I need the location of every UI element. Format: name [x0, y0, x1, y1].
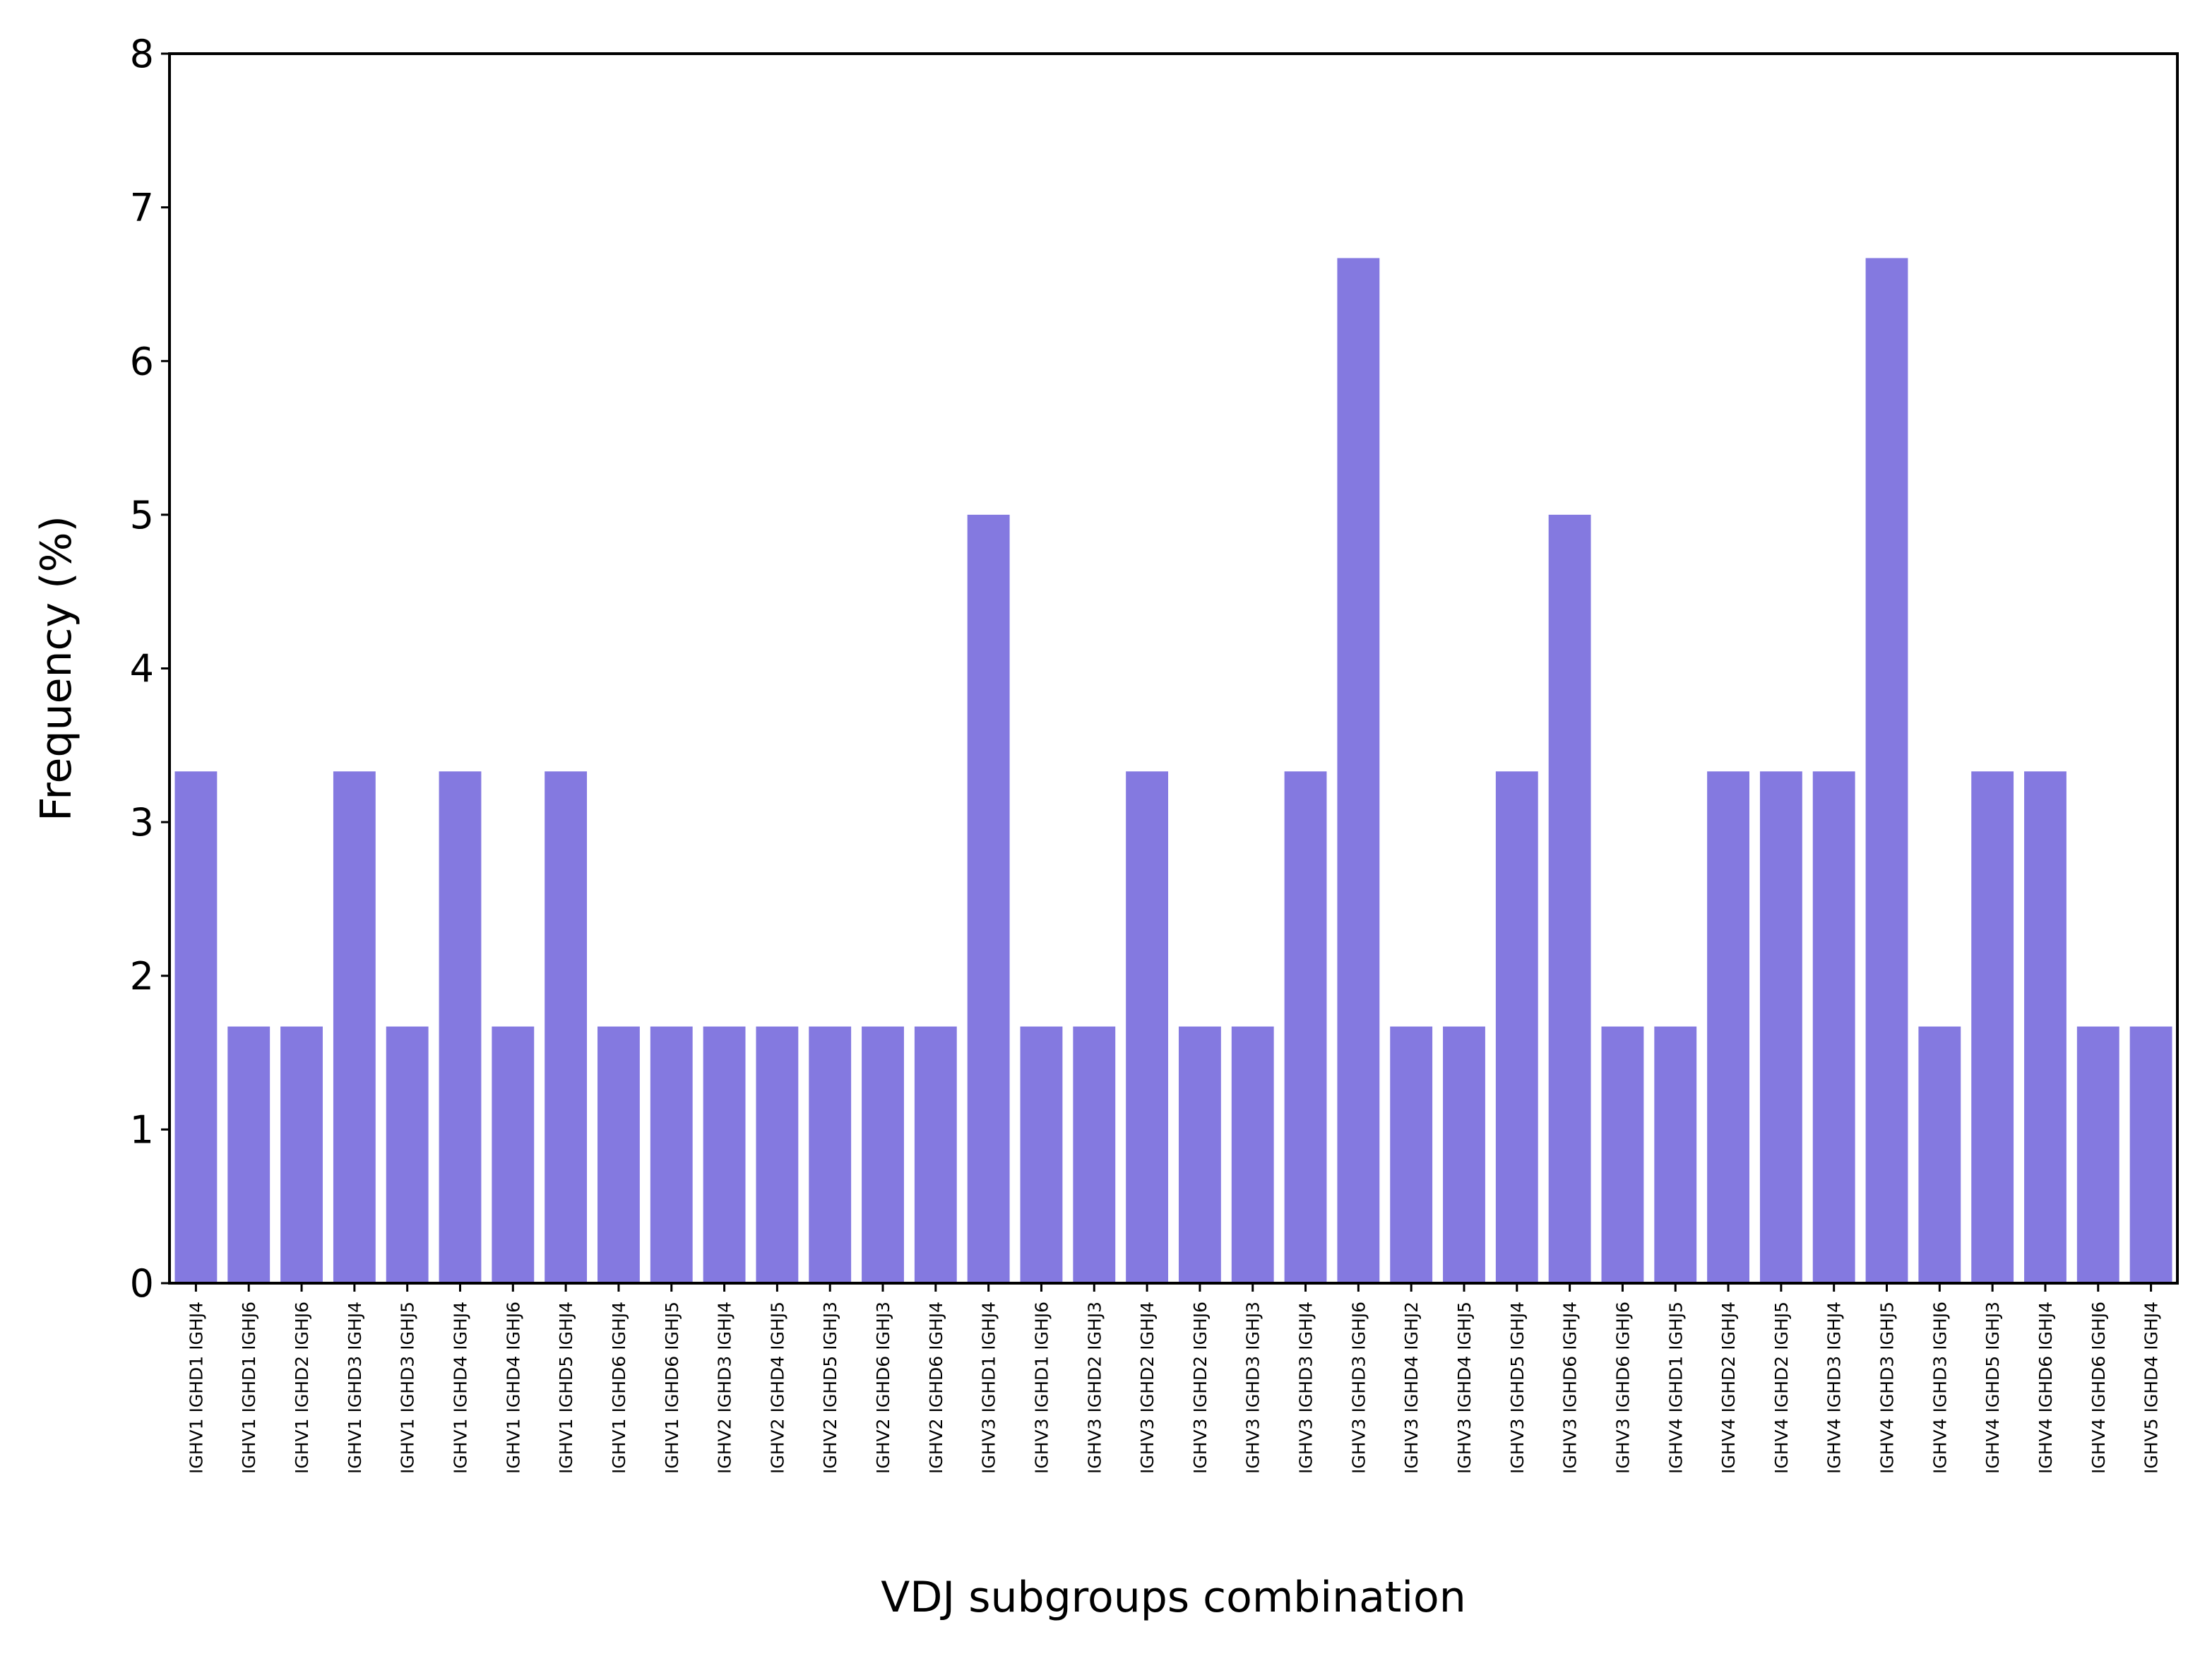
x-tick-label: IGHV3 IGHD1 IGHJ6 — [1031, 1302, 1052, 1474]
bar — [386, 1026, 429, 1283]
bar — [1601, 1026, 1644, 1283]
y-tick-label: 6 — [130, 339, 154, 383]
x-tick-label: IGHV3 IGHD6 IGHJ4 — [1560, 1302, 1581, 1474]
bar — [1390, 1026, 1433, 1283]
bar — [545, 771, 588, 1283]
bar — [1443, 1026, 1485, 1283]
bar — [1020, 1026, 1063, 1283]
bar — [1918, 1026, 1961, 1283]
x-tick-label: IGHV1 IGHD3 IGHJ4 — [345, 1302, 365, 1474]
x-tick-label: IGHV4 IGHD5 IGHJ3 — [1982, 1302, 2003, 1474]
bar — [1337, 258, 1380, 1283]
y-tick-label: 5 — [130, 493, 154, 537]
y-tick-label: 3 — [130, 800, 154, 845]
bar — [1073, 1026, 1116, 1283]
plot-frame — [168, 52, 2179, 1285]
bar — [492, 1026, 535, 1283]
y-tick-label: 2 — [130, 954, 154, 999]
x-tick-label: IGHV4 IGHD2 IGHJ5 — [1771, 1302, 1792, 1474]
x-tick-label: IGHV3 IGHD4 IGHJ2 — [1401, 1302, 1422, 1474]
x-tick-label: IGHV4 IGHD3 IGHJ4 — [1824, 1302, 1845, 1474]
bar — [1548, 514, 1591, 1283]
bar — [703, 1026, 746, 1283]
x-tick-label: IGHV1 IGHD4 IGHJ4 — [450, 1302, 470, 1474]
x-tick-label: IGHV2 IGHD3 IGHJ4 — [715, 1302, 735, 1474]
bar — [280, 1026, 323, 1283]
bar — [1759, 771, 1802, 1283]
x-tick-label: IGHV3 IGHD2 IGHJ6 — [1190, 1302, 1211, 1474]
x-tick-label: IGHV3 IGHD1 IGHJ4 — [979, 1302, 999, 1474]
x-tick-label: IGHV1 IGHD1 IGHJ4 — [186, 1302, 206, 1474]
x-axis-label: VDJ subgroups combination — [881, 1573, 1466, 1622]
bar — [439, 771, 482, 1283]
y-axis-ticks: 0 1 2 3 4 5 6 7 8 — [130, 32, 170, 1306]
x-tick-label: IGHV1 IGHD5 IGHJ4 — [556, 1302, 576, 1474]
x-tick-label: IGHV4 IGHD1 IGHJ5 — [1665, 1302, 1686, 1474]
bar — [2129, 1026, 2172, 1283]
x-tick-label: IGHV2 IGHD4 IGHJ5 — [767, 1302, 787, 1474]
bar — [1231, 1026, 1274, 1283]
bar — [756, 1026, 799, 1283]
bar — [809, 1026, 852, 1283]
bar — [227, 1026, 270, 1283]
x-tick-label: IGHV2 IGHD6 IGHJ4 — [926, 1302, 946, 1474]
bar — [333, 771, 376, 1283]
y-tick-label: 7 — [130, 186, 154, 230]
x-tick-label: IGHV1 IGHD6 IGHJ4 — [609, 1302, 629, 1474]
x-tick-label: IGHV4 IGHD6 IGHJ6 — [2088, 1302, 2109, 1474]
x-tick-label: IGHV3 IGHD4 IGHJ5 — [1454, 1302, 1475, 1474]
x-tick-label: IGHV3 IGHD5 IGHJ4 — [1507, 1302, 1528, 1474]
x-tick-label: IGHV2 IGHD5 IGHJ3 — [820, 1302, 840, 1474]
x-tick-label: IGHV3 IGHD3 IGHJ3 — [1243, 1302, 1263, 1474]
bar — [2024, 771, 2067, 1283]
x-tick-label: IGHV1 IGHD2 IGHJ6 — [292, 1302, 312, 1474]
bar — [1812, 771, 1855, 1283]
x-tick-label: IGHV3 IGHD2 IGHJ3 — [1084, 1302, 1105, 1474]
x-tick-label: IGHV3 IGHD3 IGHJ4 — [1296, 1302, 1316, 1474]
bar — [1654, 1026, 1697, 1283]
x-tick-label: IGHV4 IGHD2 IGHJ4 — [1718, 1302, 1739, 1474]
bar — [1495, 771, 1538, 1283]
bar — [174, 771, 218, 1283]
bar — [1971, 771, 2014, 1283]
bar — [862, 1026, 904, 1283]
y-tick-label: 4 — [130, 647, 154, 691]
bar — [1284, 771, 1327, 1283]
x-axis-ticks: IGHV1 IGHD1 IGHJ4 IGHV1 IGHD1 IGHJ6 IGHV1 … — [186, 1283, 2162, 1474]
bar — [2076, 1026, 2119, 1283]
bar — [1707, 771, 1749, 1283]
bar — [597, 1026, 640, 1283]
x-tick-label: IGHV1 IGHD4 IGHJ6 — [503, 1302, 523, 1474]
bar — [967, 514, 1010, 1283]
x-tick-label: IGHV3 IGHD2 IGHJ4 — [1137, 1302, 1158, 1474]
x-tick-label: IGHV2 IGHD6 IGHJ3 — [873, 1302, 893, 1474]
bar — [650, 1026, 693, 1283]
x-tick-label: IGHV3 IGHD6 IGHJ6 — [1612, 1302, 1633, 1474]
bar — [1865, 258, 1908, 1283]
x-tick-label: IGHV1 IGHD3 IGHJ5 — [398, 1302, 418, 1474]
x-tick-label: IGHV5 IGHD4 IGHJ4 — [2141, 1302, 2162, 1474]
y-tick-label: 1 — [130, 1107, 154, 1152]
x-tick-label: IGHV3 IGHD3 IGHJ6 — [1348, 1302, 1369, 1474]
x-tick-label: IGHV4 IGHD3 IGHJ6 — [1929, 1302, 1950, 1474]
y-axis-label: Frequency (%) — [32, 516, 81, 821]
x-tick-label: IGHV1 IGHD1 IGHJ6 — [239, 1302, 259, 1474]
y-tick-label: 0 — [130, 1261, 154, 1306]
bar — [914, 1026, 957, 1283]
bar — [1178, 1026, 1221, 1283]
x-tick-label: IGHV4 IGHD3 IGHJ5 — [1877, 1302, 1898, 1474]
x-tick-label: IGHV4 IGHD6 IGHJ4 — [2035, 1302, 2056, 1474]
bars-group — [174, 258, 2172, 1283]
bar — [1126, 771, 1169, 1283]
x-tick-label: IGHV1 IGHD6 IGHJ5 — [662, 1302, 682, 1474]
y-tick-label: 8 — [130, 32, 154, 76]
